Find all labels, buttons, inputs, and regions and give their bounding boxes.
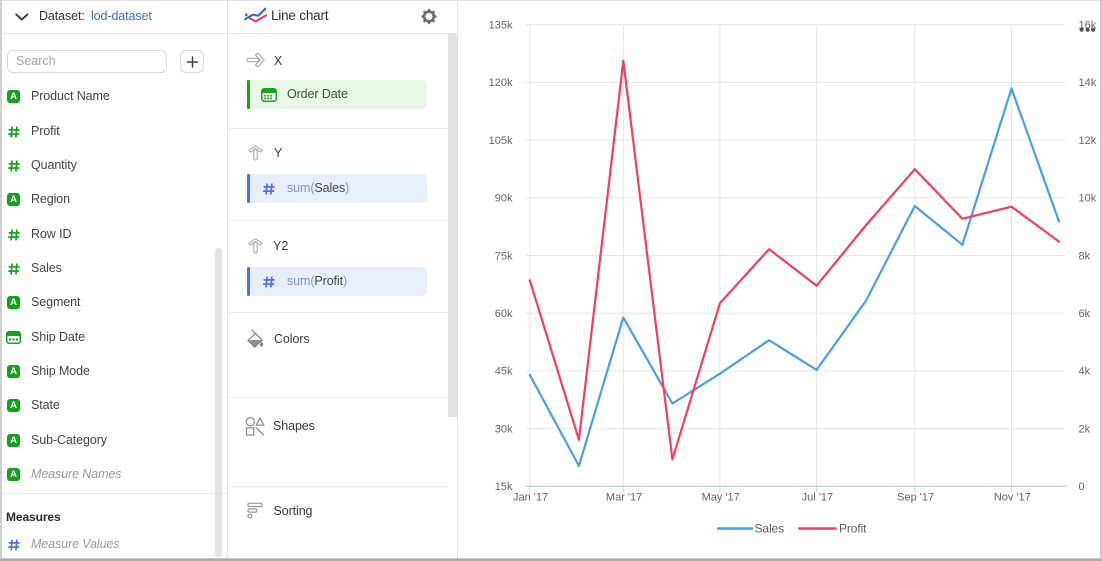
svg-text:4k: 4k (1079, 366, 1091, 378)
svg-text:45k: 45k (495, 366, 513, 378)
svg-text:60k: 60k (495, 308, 513, 320)
svg-text:Sales: Sales (755, 522, 785, 536)
svg-text:12k: 12k (1079, 135, 1097, 147)
svg-text:14k: 14k (1079, 77, 1097, 89)
svg-text:90k: 90k (495, 193, 513, 205)
svg-text:Profit: Profit (839, 522, 867, 536)
svg-text:2k: 2k (1079, 423, 1091, 435)
svg-text:135k: 135k (489, 20, 513, 32)
svg-text:Sep '17: Sep '17 (897, 492, 934, 504)
svg-text:105k: 105k (489, 135, 513, 147)
svg-text:8k: 8k (1079, 250, 1091, 262)
svg-text:Jan '17: Jan '17 (513, 492, 548, 504)
svg-text:Nov '17: Nov '17 (994, 492, 1031, 504)
svg-text:Mar '17: Mar '17 (606, 492, 642, 504)
svg-text:15k: 15k (495, 481, 513, 493)
svg-text:0: 0 (1079, 481, 1085, 493)
svg-text:75k: 75k (495, 250, 513, 262)
svg-text:30k: 30k (495, 423, 513, 435)
svg-text:May '17: May '17 (702, 492, 740, 504)
svg-text:Jul '17: Jul '17 (802, 492, 833, 504)
svg-text:120k: 120k (489, 77, 513, 89)
svg-text:6k: 6k (1079, 308, 1091, 320)
svg-text:10k: 10k (1079, 193, 1097, 205)
